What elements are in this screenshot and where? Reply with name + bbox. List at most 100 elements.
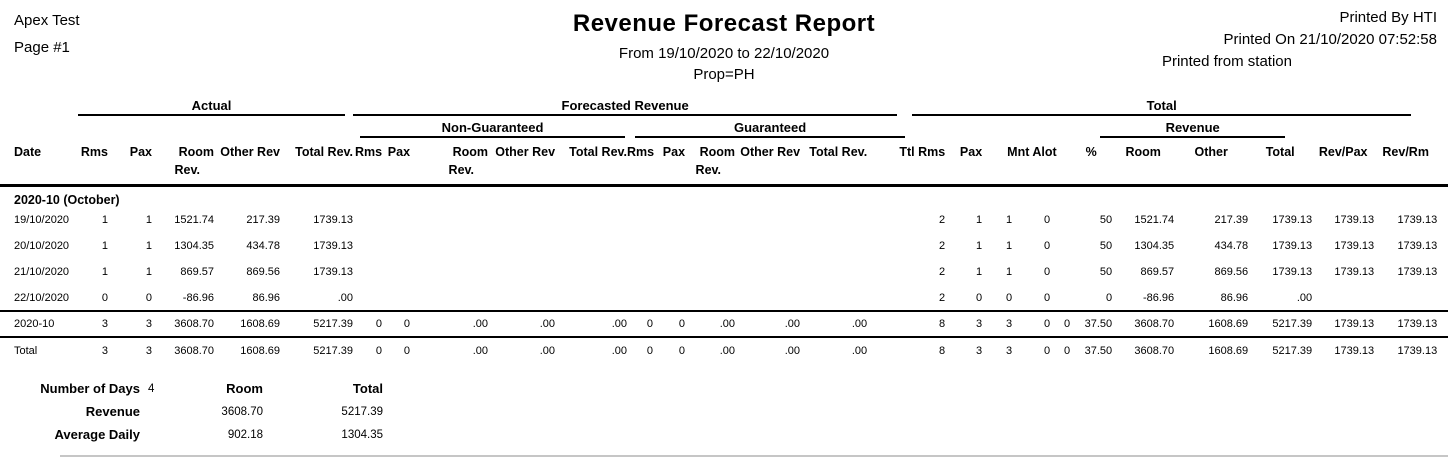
value-cell: 434.78 xyxy=(1214,240,1249,252)
value-cell: 3 xyxy=(108,310,152,337)
value-cell: 1739.13 xyxy=(1272,214,1313,226)
value-cell xyxy=(800,233,867,259)
value-cell: 0 xyxy=(1044,291,1051,304)
value-cell xyxy=(382,285,410,311)
value-cell xyxy=(735,285,800,311)
value-cell: 8 xyxy=(867,336,946,363)
printed-on: Printed On 21/10/2020 07:52:58 xyxy=(1223,31,1437,48)
row-label-cell: 20/10/2020 xyxy=(14,240,70,252)
value-cell xyxy=(1374,285,1448,311)
value-cell xyxy=(627,233,653,259)
value-cell: 2 xyxy=(939,240,946,252)
value-cell xyxy=(800,207,867,233)
group-non-guaranteed-label: Non-Guaranteed xyxy=(360,120,626,138)
value-cell xyxy=(555,285,627,311)
value-cell: 1 xyxy=(145,240,152,252)
report-header: Apex Test Page #1 Revenue Forecast Repor… xyxy=(0,0,1448,96)
group-header-row: Actual Forecasted Revenue Total xyxy=(0,96,1448,116)
value-cell: 1 xyxy=(145,214,152,226)
value-cell: 1739.13 xyxy=(313,266,354,278)
value-cell xyxy=(685,259,735,285)
value-cell: 1739.13 xyxy=(1334,266,1375,278)
value-cell xyxy=(555,207,627,233)
group-actual-cell: Actual xyxy=(75,96,353,116)
value-cell: 1521.74 xyxy=(174,214,214,226)
value-cell xyxy=(735,233,800,259)
value-cell xyxy=(800,259,867,285)
value-cell: 1608.69 xyxy=(1174,310,1249,337)
value-cell xyxy=(627,207,653,233)
report-prop-filter: Prop=PH xyxy=(693,66,755,83)
value-cell: .00 xyxy=(685,336,736,363)
row-label-cell: 2020-10 xyxy=(0,310,75,337)
group-guaranteed-label: Guaranteed xyxy=(635,120,906,138)
value-cell: .00 xyxy=(410,310,489,337)
printed-from-station: Printed from station xyxy=(1161,53,1292,70)
group-revenue-label: Revenue xyxy=(1100,120,1286,138)
value-cell: 1739.13 xyxy=(1312,336,1375,363)
value-cell: 1 xyxy=(976,240,983,252)
value-cell: 1739.13 xyxy=(1312,310,1375,337)
value-cell xyxy=(382,233,410,259)
table-body: 2020-10 (October) 19/10/2020 1 1 1521.74 217.… xyxy=(0,185,1448,363)
value-cell xyxy=(685,207,735,233)
value-cell xyxy=(735,259,800,285)
value-cell: 1739.13 xyxy=(1334,240,1375,252)
value-cell: 50 xyxy=(1099,266,1113,278)
col-actual-rms: Rms xyxy=(75,138,108,187)
value-cell xyxy=(653,207,685,233)
average-daily-label: Average Daily xyxy=(54,427,140,442)
value-cell xyxy=(353,259,382,285)
value-cell: .00 xyxy=(555,336,628,363)
value-cell xyxy=(410,233,488,259)
value-cell: .00 xyxy=(410,336,489,363)
col-rev-pax: Rev/Pax xyxy=(1312,138,1375,187)
value-cell: 1739.13 xyxy=(1272,266,1313,278)
group-actual-label: Actual xyxy=(78,98,346,116)
group-total-cell: Total xyxy=(867,96,1448,116)
value-cell: 1 xyxy=(1006,240,1013,252)
value-cell: 3608.70 xyxy=(152,310,214,337)
subgroup-header-row: Non-Guaranteed Guaranteed Revenue xyxy=(0,116,1448,138)
row-label-cell: 19/10/2020 xyxy=(14,214,70,226)
value-cell: 0 xyxy=(653,310,686,337)
col-date: Date xyxy=(0,138,75,187)
summary-room-header: Room xyxy=(226,381,263,396)
value-cell: 1304.35 xyxy=(1134,240,1175,252)
value-cell: 1608.69 xyxy=(214,336,280,363)
value-cell: 0 xyxy=(353,336,383,363)
value-cell xyxy=(653,259,685,285)
day-row: 19/10/2020 1 1 1521.74 217.39 1739.13 2 1 1 0 50 15… xyxy=(0,207,1448,233)
col-percent: % xyxy=(1070,138,1113,187)
value-cell xyxy=(735,207,800,233)
value-cell xyxy=(488,285,555,311)
value-cell: 3608.70 xyxy=(152,336,214,363)
value-cell: 3 xyxy=(75,336,108,363)
value-cell: 0 xyxy=(976,291,983,304)
col-ng-pax: Pax xyxy=(382,138,411,187)
value-cell: .00 xyxy=(488,310,556,337)
header-right: Printed By HTI Printed On 21/10/2020 07:… xyxy=(1162,7,1437,73)
value-cell: 3 xyxy=(945,336,983,363)
column-header-row: Date Rms Pax Room Rev. Other Rev Total Re… xyxy=(0,138,1448,187)
value-cell: 3608.70 xyxy=(1112,310,1175,337)
value-cell xyxy=(353,233,382,259)
summary-row-revenue: Revenue 3608.70 5217.39 xyxy=(0,400,385,423)
value-cell: 0 xyxy=(1106,291,1113,304)
value-cell xyxy=(353,207,382,233)
col-ng-rms: Rms xyxy=(353,138,383,187)
value-cell: 217.39 xyxy=(1214,214,1249,226)
spacer-cell xyxy=(1312,116,1448,138)
value-cell: 1 xyxy=(145,266,152,278)
value-cell: 1739.13 xyxy=(1374,310,1448,337)
value-cell: 5217.39 xyxy=(280,336,354,363)
value-cell: .00 xyxy=(555,310,628,337)
value-cell: 86.96 xyxy=(252,291,280,304)
printed-by: Printed By HTI xyxy=(1339,9,1437,26)
value-cell: 0 xyxy=(1044,240,1051,252)
value-cell: 86.96 xyxy=(1220,291,1249,304)
value-cell xyxy=(410,285,488,311)
value-cell: 1608.69 xyxy=(214,310,280,337)
col-actual-room-rev: Room Rev. xyxy=(152,138,214,187)
value-cell xyxy=(488,259,555,285)
